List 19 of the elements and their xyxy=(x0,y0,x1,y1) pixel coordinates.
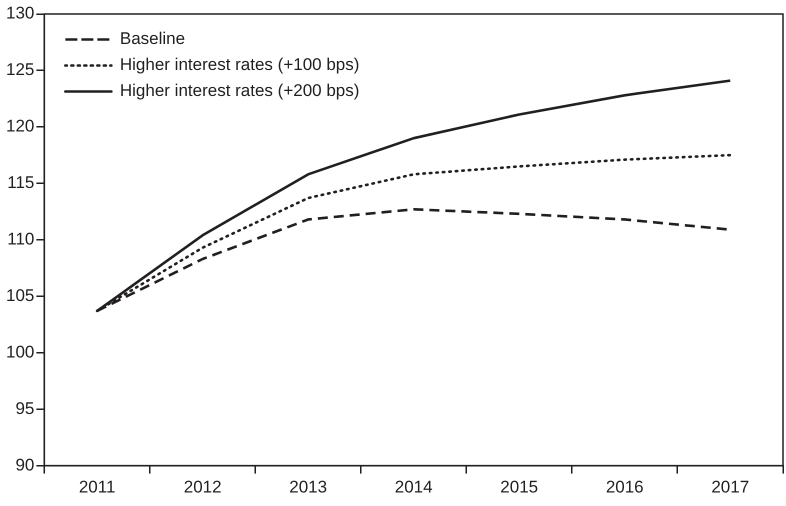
y-tick-label: 130 xyxy=(6,4,34,23)
y-tick-label: 120 xyxy=(6,116,34,136)
x-tick-label: 2017 xyxy=(711,477,750,496)
x-tick-label: 2015 xyxy=(500,477,538,496)
y-tick-label: 125 xyxy=(6,60,34,80)
x-tick-label: 2016 xyxy=(606,477,644,496)
x-tick-label: 2012 xyxy=(184,477,222,496)
legend-label: Higher interest rates (+100 bps) xyxy=(120,55,360,74)
y-tick-label: 95 xyxy=(15,398,34,418)
legend-label: Baseline xyxy=(120,29,186,48)
x-tick-label: 2014 xyxy=(394,477,433,496)
y-tick-label: 90 xyxy=(15,455,34,474)
y-tick-label: 115 xyxy=(7,173,34,192)
y-tick-label: 100 xyxy=(6,342,34,362)
y-tick-label: 110 xyxy=(7,229,34,248)
legend-label: Higher interest rates (+200 bps) xyxy=(120,81,360,100)
x-tick-label: 2011 xyxy=(78,477,116,496)
x-tick-label: 2013 xyxy=(289,477,328,496)
y-tick-label: 105 xyxy=(6,286,34,305)
